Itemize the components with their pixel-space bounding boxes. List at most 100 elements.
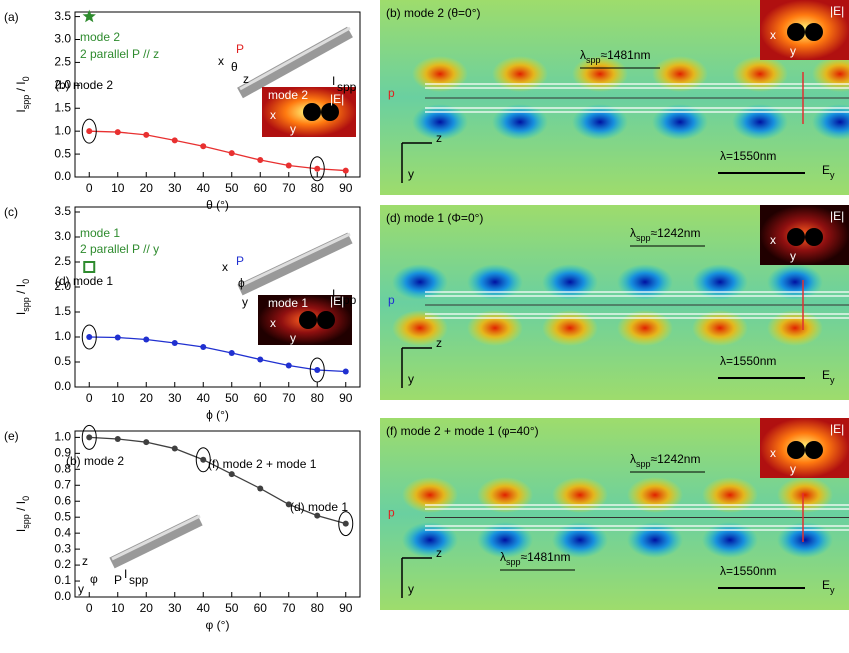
x-tick-label: 80 [311,601,325,615]
data-point [228,150,235,157]
x-tick-label: 0 [86,181,93,195]
inset-axis: x [770,28,776,42]
annotation: I [332,74,335,88]
annotation: z [243,72,249,86]
y-tick-label: 0.8 [54,461,71,475]
field-lobe [812,56,849,92]
data-point [228,471,235,478]
y-tick-label: 2.0 [54,78,71,92]
data-line [89,336,346,373]
data-line [89,130,346,172]
field-lobe [732,104,788,140]
data-point [257,157,264,164]
schematic-rod-hl [239,232,351,288]
field-label-part: y [830,585,835,595]
x-tick-label: 50 [225,601,239,615]
x-tick-label: 90 [339,181,353,195]
x-tick-label: 70 [282,601,296,615]
inset-particle [787,23,805,41]
y-axis-label: Ispp / I0 [14,279,31,315]
x-tick-label: 60 [254,391,268,405]
x-tick-label: 50 [225,391,239,405]
y-tick-label: 0.5 [54,354,71,368]
y-tick-label: 0.7 [54,477,71,491]
annotation: x [270,108,276,122]
field-label-part: E [822,163,830,177]
annotation: 2 parallel P // z [80,47,159,61]
spp-label-part: ≈1242nm [651,452,701,466]
annotation: mode 1 [80,226,120,240]
source-label: p [388,506,395,520]
inset-label: |E| [830,4,844,18]
data-point [285,501,292,508]
spp-label-part: spp [636,233,651,243]
data-line [89,436,346,525]
annotation: (f) mode 2 + mode 1 [208,457,317,471]
annotation: P [236,42,244,56]
inset-particle [805,23,823,41]
field-lobe [492,56,548,92]
annotation: θ [231,60,238,74]
field-lobe [392,310,448,346]
y-axis-label-part: / I [14,81,28,94]
field-lobe [552,522,608,558]
scale-label: λ=1550nm [720,149,776,163]
x-axis-label: ϕ (°) [206,408,229,422]
annotation-sub: spp [337,293,357,307]
field-lobe [392,264,448,300]
y-axis-label-part: I [14,109,28,112]
annotation: x [218,54,224,68]
field-label-part: y [830,170,835,180]
field-label: Ey [822,163,835,180]
data-point [257,485,264,492]
highlight-oval [309,357,325,383]
data-point [257,356,264,363]
field-lobe [492,104,548,140]
field-lobe [402,477,458,513]
data-point [114,334,121,341]
spp-label-part: ≈1481nm [521,550,571,564]
x-tick-label: 80 [311,181,325,195]
data-point [171,340,178,346]
field-lobe [412,56,468,92]
x-tick-label: 70 [282,391,296,405]
field-lobe [617,264,673,300]
annotation: y [78,582,84,596]
inset-particle [805,228,823,246]
annotation: |E| [330,92,344,106]
schematic-rod-hl [111,514,201,561]
annotation: (d) mode 1 [55,274,113,288]
annotation: 2 parallel P // y [80,242,159,256]
data-point [228,350,235,356]
y-tick-label: 0.0 [54,589,71,603]
y-tick-label: 3.5 [54,204,71,218]
y-tick-label: 0.3 [54,541,71,555]
data-point [86,434,93,441]
panel-label: (e) [4,429,19,443]
annotation: P [236,254,244,268]
spp-label-part: spp [586,55,601,65]
annotation: |E| [330,294,344,308]
spp-label: λspp≈1481nm [500,550,570,567]
field-lobe [627,477,683,513]
x-tick-label: 10 [111,391,125,405]
scale-label: λ=1550nm [720,564,776,578]
plot-frame [74,430,361,598]
y-tick-label: 0.5 [54,146,71,160]
x-tick-label: 50 [225,181,239,195]
y-tick-label: 0.1 [54,573,71,587]
inset-particle [787,441,805,459]
field-lobe [692,264,748,300]
data-point [143,336,150,343]
highlight-oval [81,118,97,144]
axis-label: y [408,167,414,181]
data-point [314,165,321,172]
data-point [86,334,93,340]
y-tick-label: 1.5 [54,304,71,318]
inset-axis: y [790,462,796,476]
plot-frame [74,11,361,178]
inset-particle [787,228,805,246]
highlight-oval [195,447,211,473]
x-tick-label: 30 [168,391,182,405]
annotation-sub: spp [129,573,149,587]
